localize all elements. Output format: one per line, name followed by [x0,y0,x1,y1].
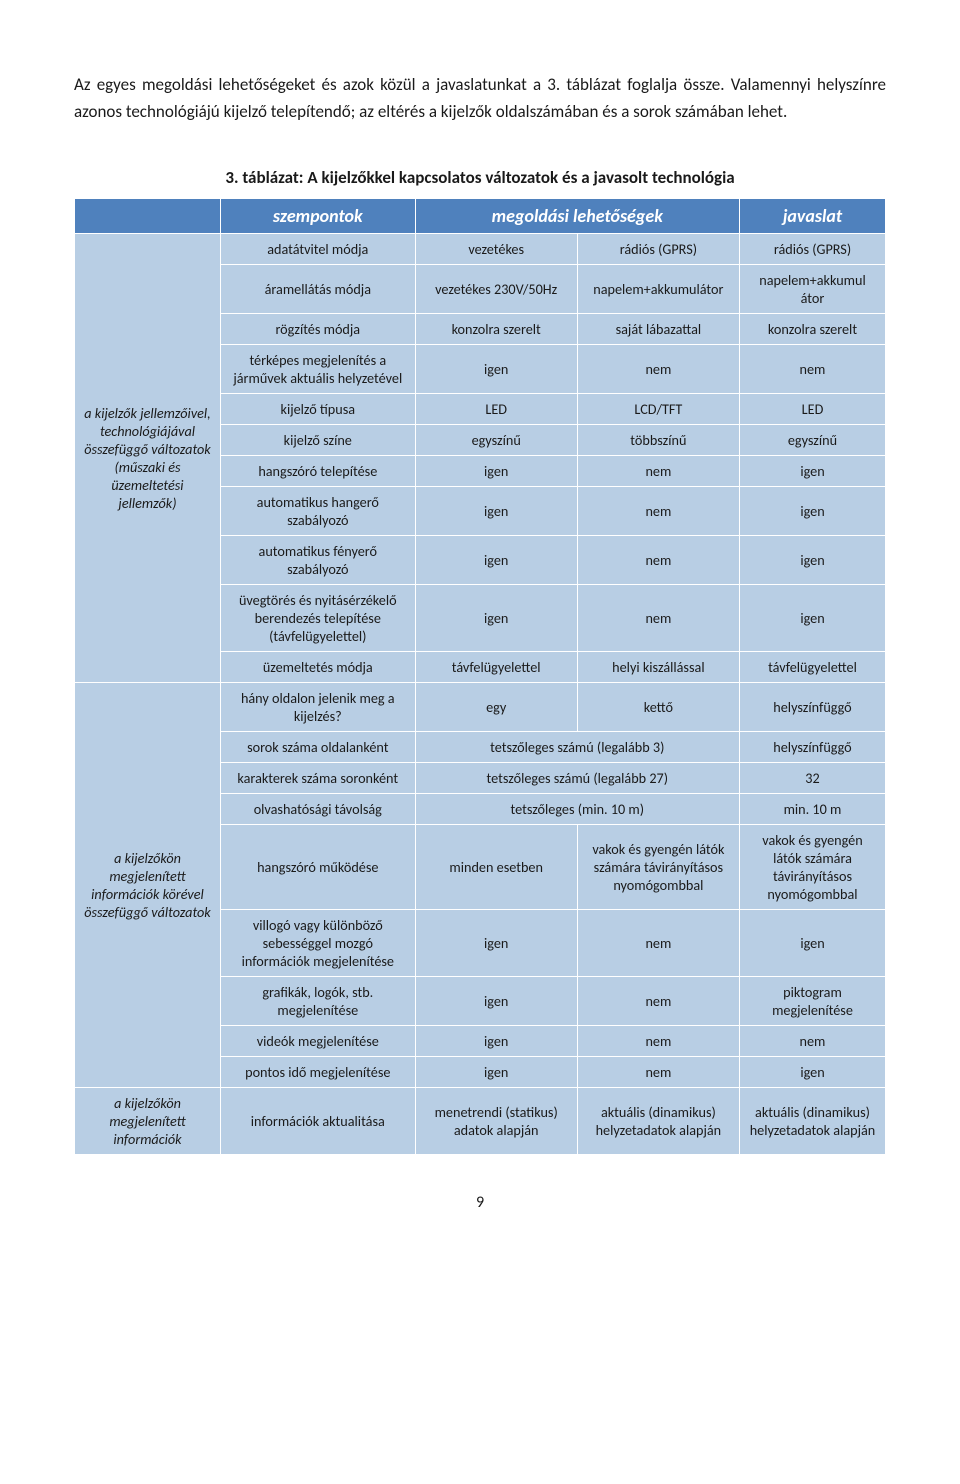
cell: aktuális (dinamikus) helyzetadatok alapj… [577,1088,739,1155]
cell: üvegtörés és nyitásérzékelő berendezés t… [220,585,415,652]
cell: igen [739,536,885,585]
cell: nem [577,1026,739,1057]
cell: nem [577,536,739,585]
cell: sorok száma oldalanként [220,732,415,763]
table-row: a kijelzőkön megjelenített információk k… [75,683,886,732]
cell: kijelző színe [220,425,415,456]
cell: pontos idő megjelenítése [220,1057,415,1088]
cell: tetszőleges számú (legalább 27) [415,763,739,794]
cell: konzolra szerelt [739,314,885,345]
cell: igen [739,1057,885,1088]
cell: karakterek száma soronként [220,763,415,794]
cell: távfelügyelettel [739,652,885,683]
cell: konzolra szerelt [415,314,577,345]
table-row: a kijelzők jellemzőivel, technológiájáva… [75,234,886,265]
cell: nem [577,487,739,536]
cell: minden esetben [415,825,577,910]
cell: grafikák, logók, stb. megjelenítése [220,977,415,1026]
head-lehetosegek: megoldási lehetőségek [415,199,739,234]
cell: igen [415,345,577,394]
cell: kijelző típusa [220,394,415,425]
variants-table: szempontok megoldási lehetőségek javasla… [74,198,886,1155]
cell: igen [739,487,885,536]
cell: hány oldalon jelenik meg a kijelzés? [220,683,415,732]
cell: min. 10 m [739,794,885,825]
cell: egyszínű [415,425,577,456]
cell: helyszínfüggő [739,683,885,732]
cell: rádiós (GPRS) [739,234,885,265]
cell: igen [415,1057,577,1088]
cell: aktuális (dinamikus) helyzetadatok alapj… [739,1088,885,1155]
cell: nem [577,1057,739,1088]
head-javaslat: javaslat [739,199,885,234]
category-2: a kijelzőkön megjelenített információk k… [75,683,221,1088]
cell: tetszőleges számú (legalább 3) [415,732,739,763]
head-blank [75,199,221,234]
cell: egyszínű [739,425,885,456]
cell: igen [739,456,885,487]
cell: vezetékes 230V/50Hz [415,265,577,314]
cell: saját lábazattal [577,314,739,345]
cell: LED [415,394,577,425]
cell: 32 [739,763,885,794]
cell: napelem+akkumulátor [577,265,739,314]
cell: nem [577,456,739,487]
cell: rádiós (GPRS) [577,234,739,265]
cell: piktogram megjelenítése [739,977,885,1026]
cell: nem [739,1026,885,1057]
cell: információk aktualitása [220,1088,415,1155]
cell: adatátvitel módja [220,234,415,265]
cell: vakok és gyengén látók számára távirányí… [739,825,885,910]
cell: igen [415,585,577,652]
cell: nem [577,345,739,394]
cell: kettő [577,683,739,732]
cell: automatikus fényerő szabályozó [220,536,415,585]
cell: üzemeltetés módja [220,652,415,683]
cell: rögzítés módja [220,314,415,345]
cell: vezetékes [415,234,577,265]
cell: igen [415,456,577,487]
cell: nem [577,585,739,652]
cell: igen [739,910,885,977]
document-page: Az egyes megoldási lehetőségeket és azok… [0,0,960,1252]
cell: vakok és gyengén látók számára távirányí… [577,825,739,910]
cell: videók megjelenítése [220,1026,415,1057]
category-1: a kijelzők jellemzőivel, technológiájáva… [75,234,221,683]
cell: igen [415,977,577,1026]
cell: igen [415,536,577,585]
cell: napelem+akkumul átor [739,265,885,314]
cell: LCD/TFT [577,394,739,425]
cell: olvashatósági távolság [220,794,415,825]
cell: villogó vagy különböző sebességgel mozgó… [220,910,415,977]
cell: tetszőleges (min. 10 m) [415,794,739,825]
cell: távfelügyelettel [415,652,577,683]
cell: térképes megjelenítés a járművek aktuáli… [220,345,415,394]
cell: igen [415,487,577,536]
table-caption: 3. táblázat: A kijelzőkkel kapcsolatos v… [74,167,886,188]
cell: nem [577,977,739,1026]
cell: igen [415,910,577,977]
cell: helyi kiszállással [577,652,739,683]
cell: hangszóró működése [220,825,415,910]
head-szempontok: szempontok [220,199,415,234]
cell: automatikus hangerő szabályozó [220,487,415,536]
cell: többszínű [577,425,739,456]
cell: menetrendi (statikus) adatok alapján [415,1088,577,1155]
cell: helyszínfüggő [739,732,885,763]
cell: áramellátás módja [220,265,415,314]
cell: LED [739,394,885,425]
intro-paragraph: Az egyes megoldási lehetőségeket és azok… [74,71,886,125]
table-row: a kijelzőkön megjelenített információk i… [75,1088,886,1155]
cell: nem [577,910,739,977]
cell: egy [415,683,577,732]
category-3: a kijelzőkön megjelenített információk [75,1088,221,1155]
cell: hangszóró telepítése [220,456,415,487]
page-number: 9 [74,1193,886,1212]
cell: igen [415,1026,577,1057]
table-head: szempontok megoldási lehetőségek javasla… [75,199,886,234]
cell: nem [739,345,885,394]
cell: igen [739,585,885,652]
